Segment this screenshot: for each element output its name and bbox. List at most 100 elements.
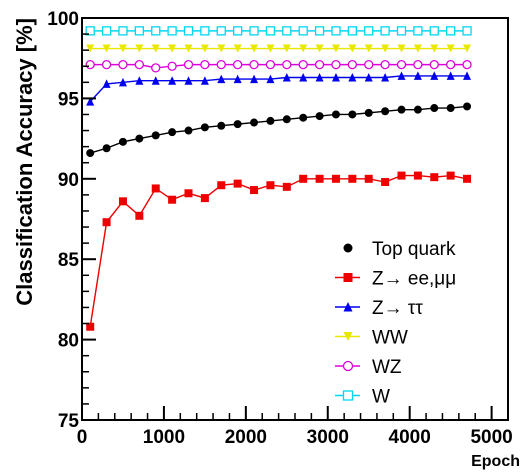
data-point bbox=[446, 104, 455, 113]
data-point bbox=[266, 181, 275, 190]
data-point bbox=[86, 322, 95, 331]
data-point bbox=[250, 186, 259, 195]
data-point bbox=[184, 126, 193, 135]
data-point bbox=[314, 59, 325, 70]
y-tick-label: 85 bbox=[58, 250, 80, 271]
data-point bbox=[265, 26, 276, 36]
data-point bbox=[381, 178, 390, 187]
data-point bbox=[413, 59, 423, 70]
data-point bbox=[315, 174, 324, 183]
y-tick-label: 90 bbox=[58, 170, 79, 191]
x-tick-label: 3000 bbox=[307, 427, 349, 448]
data-point bbox=[266, 74, 275, 84]
data-point bbox=[348, 174, 357, 183]
data-point bbox=[463, 71, 472, 80]
data-point bbox=[299, 44, 308, 53]
legend-label: W bbox=[372, 387, 390, 408]
data-point bbox=[233, 44, 242, 53]
data-point bbox=[168, 195, 177, 204]
data-point bbox=[298, 26, 308, 36]
data-point bbox=[86, 97, 95, 106]
data-point bbox=[413, 105, 422, 114]
x-tick-label: 5000 bbox=[470, 427, 512, 448]
data-point bbox=[233, 74, 242, 84]
data-point bbox=[118, 77, 127, 87]
data-point bbox=[331, 110, 340, 119]
data-point bbox=[151, 26, 161, 36]
series-5 bbox=[85, 26, 472, 36]
data-point bbox=[299, 72, 308, 82]
x-tick-label: 0 bbox=[77, 427, 88, 448]
data-point bbox=[331, 72, 340, 82]
data-point bbox=[102, 79, 111, 88]
data-point bbox=[380, 59, 390, 70]
data-point bbox=[331, 26, 341, 36]
legend-marker bbox=[342, 390, 354, 401]
legend-entry: WZ bbox=[335, 357, 402, 378]
y-tick-label: 100 bbox=[47, 9, 79, 30]
data-point bbox=[217, 44, 226, 53]
data-point bbox=[233, 26, 243, 36]
data-point bbox=[168, 44, 177, 53]
data-point bbox=[463, 102, 472, 111]
data-point bbox=[381, 72, 390, 82]
data-point bbox=[101, 26, 112, 36]
data-point bbox=[315, 72, 324, 82]
data-point bbox=[217, 121, 226, 130]
data-point bbox=[429, 59, 439, 70]
data-point bbox=[102, 44, 111, 53]
y-tick-label: 80 bbox=[58, 331, 79, 352]
data-point bbox=[364, 174, 373, 183]
legend-marker bbox=[343, 302, 353, 312]
data-point bbox=[167, 61, 177, 71]
data-point bbox=[364, 108, 373, 117]
legend-entry: Z→ ττ bbox=[335, 298, 423, 319]
data-point bbox=[200, 26, 210, 36]
data-point bbox=[184, 44, 193, 53]
data-point bbox=[380, 26, 390, 36]
data-point bbox=[348, 44, 357, 53]
data-point bbox=[118, 137, 127, 146]
data-point bbox=[331, 59, 341, 70]
data-point bbox=[216, 26, 226, 36]
data-point bbox=[413, 44, 422, 53]
data-point bbox=[102, 218, 111, 227]
data-point bbox=[347, 26, 357, 36]
data-point bbox=[118, 26, 128, 36]
data-point bbox=[397, 105, 406, 114]
data-point bbox=[134, 26, 144, 36]
data-point bbox=[135, 44, 144, 53]
data-point bbox=[315, 44, 324, 53]
series-3 bbox=[86, 44, 472, 53]
data-point bbox=[364, 26, 374, 36]
data-point bbox=[118, 197, 127, 206]
y-tick-label: 75 bbox=[58, 411, 80, 432]
data-point bbox=[315, 112, 324, 121]
legend-label: WZ bbox=[372, 357, 402, 378]
data-point bbox=[396, 59, 407, 70]
series-4 bbox=[85, 59, 472, 73]
data-point bbox=[348, 72, 357, 82]
data-point bbox=[86, 44, 95, 53]
data-point bbox=[217, 181, 226, 190]
legend-entry: Z→ ee,μμ bbox=[335, 269, 456, 290]
data-point bbox=[413, 71, 422, 80]
data-point bbox=[168, 128, 177, 137]
series-layer bbox=[85, 26, 472, 331]
data-point bbox=[151, 131, 160, 140]
data-point bbox=[200, 59, 210, 70]
data-point bbox=[430, 71, 439, 80]
data-point bbox=[151, 76, 160, 85]
legend-marker bbox=[343, 273, 353, 282]
series-0 bbox=[86, 102, 472, 158]
data-point bbox=[347, 59, 357, 70]
data-point bbox=[135, 134, 144, 143]
y-axis-title: Classification Accuracy [%] bbox=[12, 18, 37, 306]
data-point bbox=[282, 44, 291, 53]
data-point bbox=[85, 26, 95, 36]
series-1 bbox=[86, 171, 472, 331]
data-point bbox=[250, 118, 259, 127]
data-point bbox=[101, 59, 112, 70]
